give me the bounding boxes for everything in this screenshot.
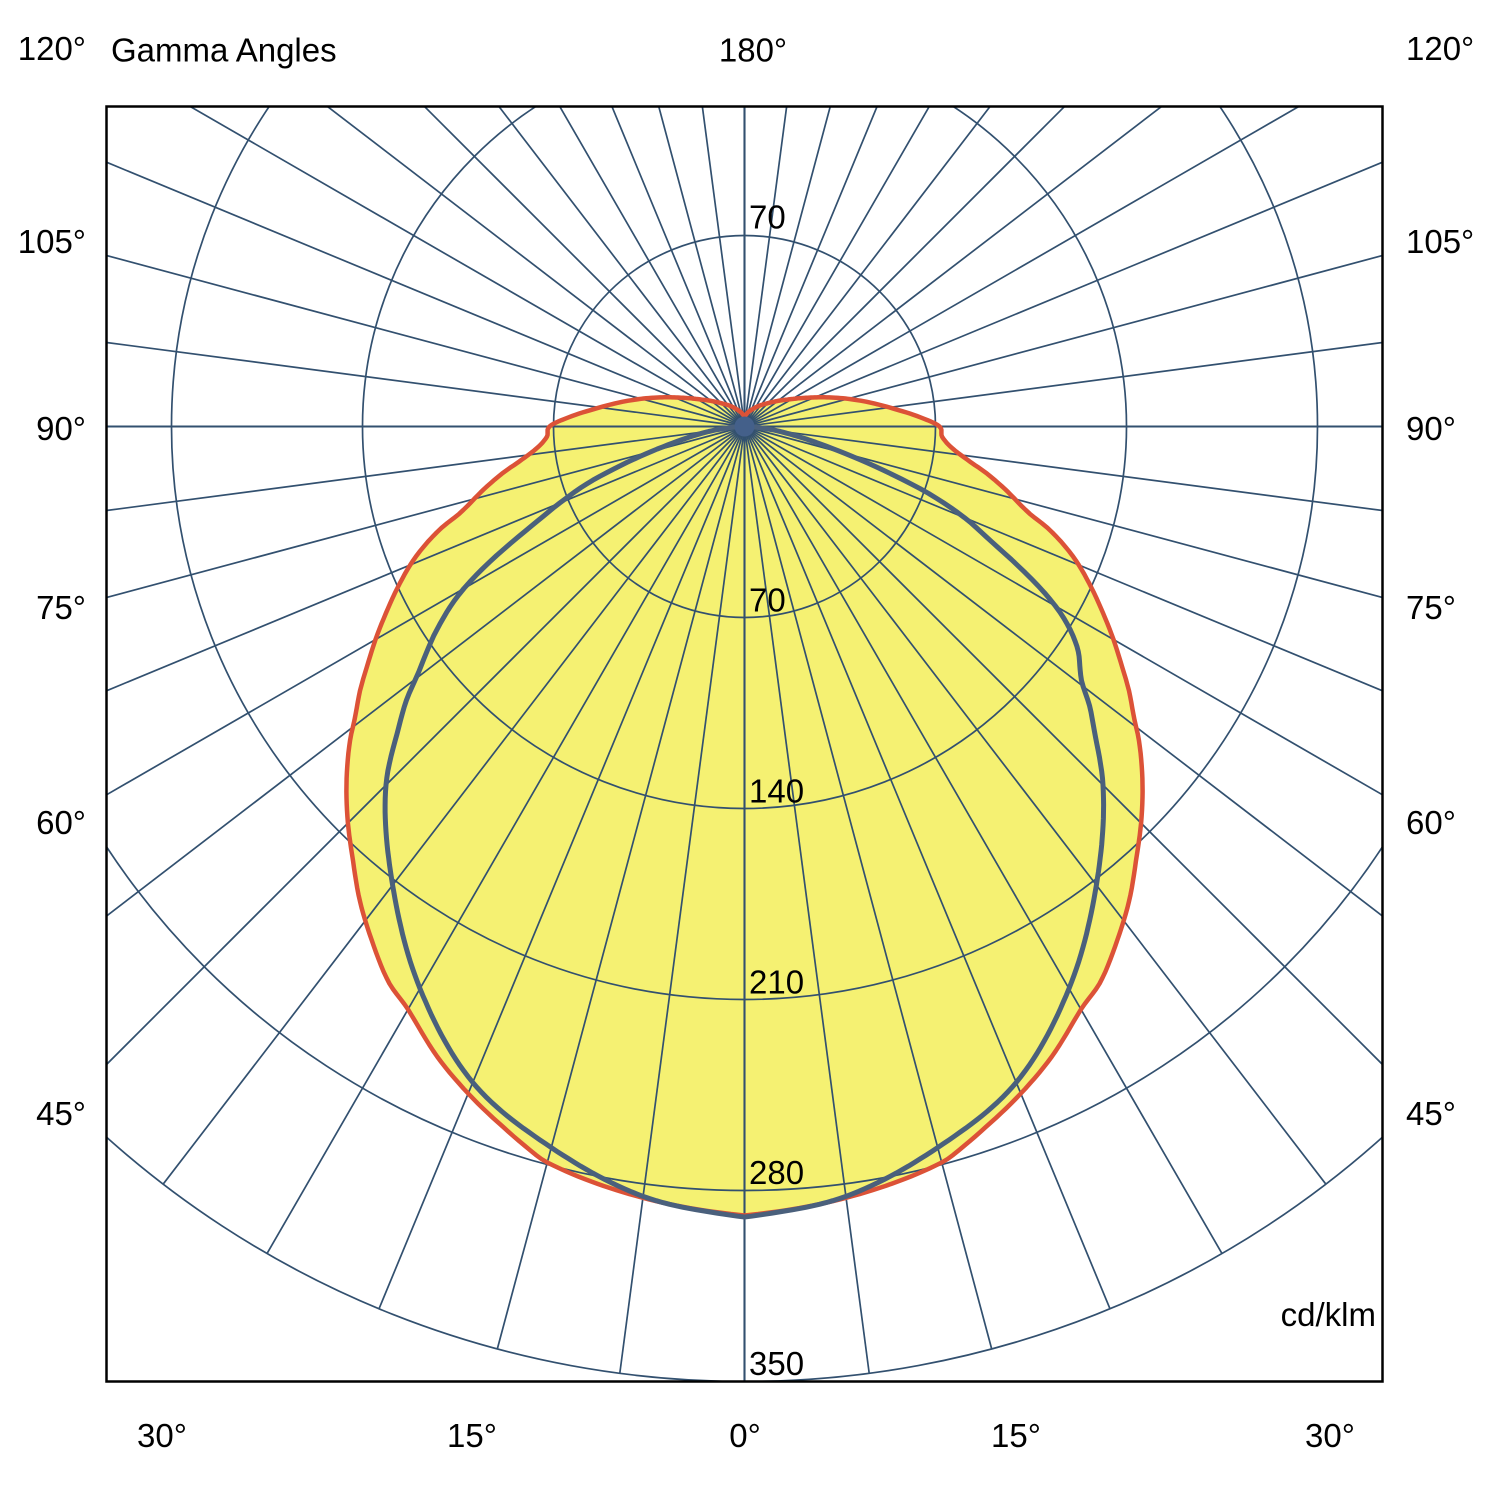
svg-text:120°: 120°: [18, 30, 86, 67]
svg-text:70: 70: [749, 199, 786, 236]
svg-text:45°: 45°: [36, 1095, 86, 1132]
svg-text:350: 350: [749, 1345, 804, 1382]
svg-text:15°: 15°: [447, 1417, 497, 1454]
svg-text:75°: 75°: [1406, 589, 1456, 626]
svg-text:90°: 90°: [1406, 410, 1456, 447]
svg-text:60°: 60°: [1406, 804, 1456, 841]
svg-text:30°: 30°: [137, 1417, 187, 1454]
svg-text:45°: 45°: [1406, 1095, 1456, 1132]
svg-text:90°: 90°: [36, 410, 86, 447]
svg-text:105°: 105°: [1406, 223, 1474, 260]
svg-text:70: 70: [749, 582, 786, 619]
svg-text:120°: 120°: [1406, 30, 1474, 67]
svg-text:210: 210: [749, 964, 804, 1001]
svg-text:105°: 105°: [18, 223, 86, 260]
svg-text:140: 140: [749, 773, 804, 810]
svg-text:60°: 60°: [36, 804, 86, 841]
svg-text:75°: 75°: [36, 589, 86, 626]
svg-text:30°: 30°: [1305, 1417, 1355, 1454]
svg-text:0°: 0°: [729, 1417, 761, 1454]
svg-text:Gamma Angles: Gamma Angles: [111, 32, 337, 69]
svg-text:15°: 15°: [991, 1417, 1041, 1454]
svg-text:280: 280: [749, 1154, 804, 1191]
svg-text:cd/klm: cd/klm: [1281, 1296, 1376, 1333]
svg-text:180°: 180°: [719, 32, 787, 69]
